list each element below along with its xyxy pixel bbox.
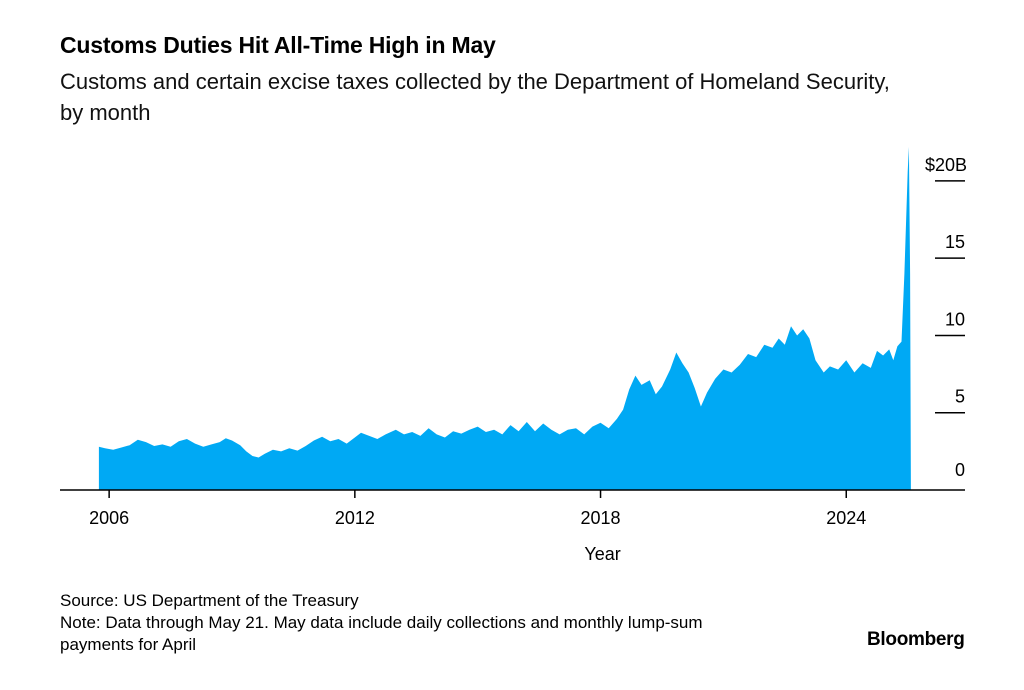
x-axis-title: Year bbox=[584, 544, 620, 564]
x-axis-ticks: 2006 2012 2018 2024 bbox=[89, 490, 866, 528]
y-tick-label: $20B bbox=[925, 155, 967, 175]
x-tick-label: 2006 bbox=[89, 508, 129, 528]
y-tick-label: 0 bbox=[955, 460, 965, 480]
x-tick-label: 2024 bbox=[826, 508, 866, 528]
series-area bbox=[98, 146, 911, 490]
footer: Source: US Department of the Treasury No… bbox=[60, 590, 780, 656]
y-tick-label: 10 bbox=[945, 309, 965, 329]
x-tick-label: 2012 bbox=[335, 508, 375, 528]
chart-title: Customs Duties Hit All-Time High in May bbox=[60, 32, 496, 58]
source-text: Source: US Department of the Treasury bbox=[60, 591, 359, 610]
y-tick-label: 15 bbox=[945, 232, 965, 252]
y-tick-label: 5 bbox=[955, 387, 965, 407]
y-axis-ticks: 0 5 10 15 $20B bbox=[925, 155, 967, 480]
x-tick-label: 2018 bbox=[581, 508, 621, 528]
bloomberg-logo: Bloomberg bbox=[867, 629, 965, 650]
chart-subtitle: Customs and certain excise taxes collect… bbox=[60, 69, 890, 125]
note-text: Note: Data through May 21. May data incl… bbox=[60, 613, 703, 654]
